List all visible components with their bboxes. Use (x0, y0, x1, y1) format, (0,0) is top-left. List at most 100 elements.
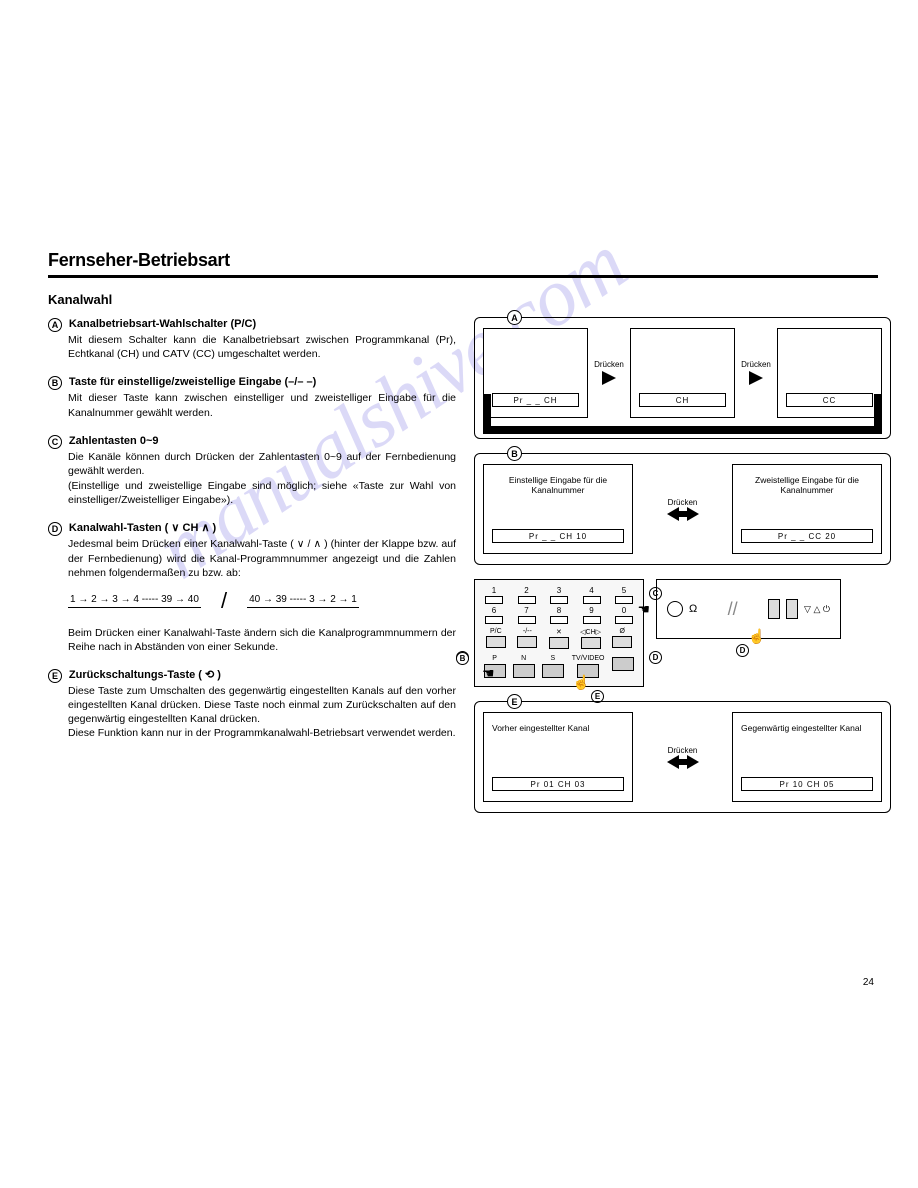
side-btn (786, 599, 798, 619)
fnkey-ch-label: ◁CH▷ (580, 629, 601, 636)
numkey-9: 9 (581, 606, 603, 624)
fnkey-ch: ◁CH▷ (578, 628, 604, 649)
section-a-heading: Kanalbetriebsart-Wahlschalter (P/C) (69, 318, 256, 330)
section-b: B Taste für einstellige/zweistellige Ein… (48, 375, 456, 419)
panel-a: A Pr _ _ CH Drücken CH Drücken (474, 317, 891, 439)
main-title: Fernseher-Betriebsart (48, 250, 878, 271)
fnkey-mute: ✕ (546, 628, 572, 649)
section-a-body: Mit diesem Schalter kann die Kanalbetrie… (68, 333, 456, 361)
arrow-e-label: Drücken (668, 746, 698, 755)
finger-icon: ☚ (482, 665, 495, 682)
arrow-right-icon (602, 371, 616, 385)
arrow-a1-label: Drücken (594, 360, 624, 369)
section-b-body: Mit dieser Taste kann zwischen einstelli… (68, 391, 456, 419)
arrow-right-icon (749, 371, 763, 385)
arrow-bidir-icon (658, 507, 708, 521)
arrow-a2: Drücken (739, 360, 773, 387)
btn-s-label: S (550, 655, 555, 662)
screen-b1-caption: Einstellige Eingabe für die Kanalnummer (492, 475, 624, 495)
headphone-label: Ω (689, 603, 697, 615)
marker-e: E (48, 669, 62, 683)
remote-row: 1 2 3 4 5 6 7 8 9 0 (474, 579, 891, 687)
numkey-2-label: 2 (524, 586, 528, 595)
btn-n-label: N (521, 655, 526, 662)
arrow-bidir-icon (658, 755, 708, 769)
numkey-8-label: 8 (557, 606, 561, 615)
numkey-2: 2 (516, 586, 538, 604)
screen-a1-disp: Pr _ _ CH (492, 393, 579, 407)
side-btn (768, 599, 780, 619)
section-d-heading: Kanalwahl-Tasten ( ∨ CH ∧ ) (69, 522, 216, 534)
screen-b1-disp: Pr _ _ CH 10 (492, 529, 624, 543)
numkey-5-label: 5 (622, 586, 626, 595)
marker-d: D (48, 522, 62, 536)
numkey-0-label: 0 (622, 606, 626, 615)
numkey-9-label: 9 (589, 606, 593, 615)
headphone-jack-icon (667, 601, 683, 617)
screen-a3: CC (777, 328, 882, 418)
numkey-8: 8 (548, 606, 570, 624)
numkey-1: 1 (483, 586, 505, 604)
screen-a2: CH (630, 328, 735, 418)
bottom-row: P N S TV/VIDEO (483, 655, 635, 678)
finger-icon: ☚ (637, 601, 650, 618)
numkey-4-label: 4 (589, 586, 593, 595)
arrow-b-label: Drücken (668, 498, 698, 507)
finger-icon: ☝ (748, 628, 765, 645)
marker-a: A (48, 318, 62, 332)
screen-e1-caption: Vorher eingestellter Kanal (492, 723, 624, 733)
numkey-6: 6 (483, 606, 505, 624)
fnkey-mute-label: ✕ (556, 629, 562, 636)
loop-left-icon (483, 394, 491, 434)
fnkey-digits: -/-- (515, 628, 541, 649)
screen-b1: Einstellige Eingabe für die Kanalnummer … (483, 464, 633, 554)
fnrow: P/C -/-- ✕ ◁CH▷ Ø (483, 628, 635, 649)
screen-e2: Gegenwärtig eingestellter Kanal Pr 10 CH… (732, 712, 882, 802)
numkey-7: 7 (516, 606, 538, 624)
screen-a2-disp: CH (639, 393, 726, 407)
fnkey-power: Ø (609, 628, 635, 649)
side-icons: ▽ △ ⏻ (804, 604, 830, 615)
marker-b: B (48, 376, 62, 390)
fnkey-pc-label: P/C (490, 628, 502, 635)
seq-up: 1 → 2 → 3 → 4 ----- 39 → 40 (68, 593, 201, 608)
numkey-3-label: 3 (557, 586, 561, 595)
title-rule (48, 275, 878, 278)
arrow-e: Drücken (658, 746, 708, 769)
screen-e2-caption: Gegenwärtig eingestellter Kanal (741, 723, 873, 733)
btn-s: S (541, 655, 564, 678)
numkey-0: 0 (613, 606, 635, 624)
section-d-body: Jedesmal beim Drücken einer Kanalwahl-Ta… (68, 537, 456, 580)
fnkey-digits-label: -/-- (523, 628, 532, 635)
btn-return (612, 655, 635, 678)
panel-b: B Einstellige Eingabe für die Kanalnumme… (474, 453, 891, 565)
numkey-1-label: 1 (492, 586, 496, 595)
section-b-heading: Taste für einstellige/zweistellige Einga… (69, 376, 316, 388)
section-d-seq: 1 → 2 → 3 → 4 ----- 39 → 40 / 40 → 39 --… (68, 586, 456, 616)
btn-n: N (512, 655, 535, 678)
screen-e1: Vorher eingestellter Kanal Pr 01 CH 03 (483, 712, 633, 802)
marker-c: C (48, 435, 62, 449)
panel-e: E Vorher eingestellter Kanal Pr 01 CH 03… (474, 701, 891, 813)
seq-slash: / (221, 586, 227, 616)
loop-bar-icon (483, 426, 882, 434)
left-column: A Kanalbetriebsart-Wahlschalter (P/C) Mi… (48, 317, 456, 827)
section-c-body: Die Kanäle können durch Drücken der Zahl… (68, 450, 456, 478)
loop-right-icon (874, 394, 882, 434)
section-c-heading: Zahlentasten 0~9 (69, 435, 159, 447)
fnkey-pc: P/C (483, 628, 509, 649)
numkey-7-label: 7 (524, 606, 528, 615)
panel-a-label: A (507, 310, 522, 325)
finger-icon: ☝ (573, 674, 590, 691)
numrow-2: 6 7 8 9 0 (483, 606, 635, 624)
sub-title: Kanalwahl (48, 292, 878, 307)
callout-d: D (649, 651, 662, 664)
section-e-heading: Zurückschaltungs-Taste ( ⟲ ) (69, 669, 221, 681)
screen-b2-caption: Zweistellige Eingabe für die Kanalnummer (741, 475, 873, 495)
page-content: Fernseher-Betriebsart Kanalwahl A Kanalb… (48, 250, 878, 827)
fnkey-power-label: Ø (619, 628, 624, 635)
btn-p-label: P (492, 655, 497, 662)
callout-b: B (456, 652, 469, 665)
panel-sep: // (703, 599, 762, 620)
section-e-body: Diese Taste zum Umschalten des gegenwärt… (68, 684, 456, 741)
